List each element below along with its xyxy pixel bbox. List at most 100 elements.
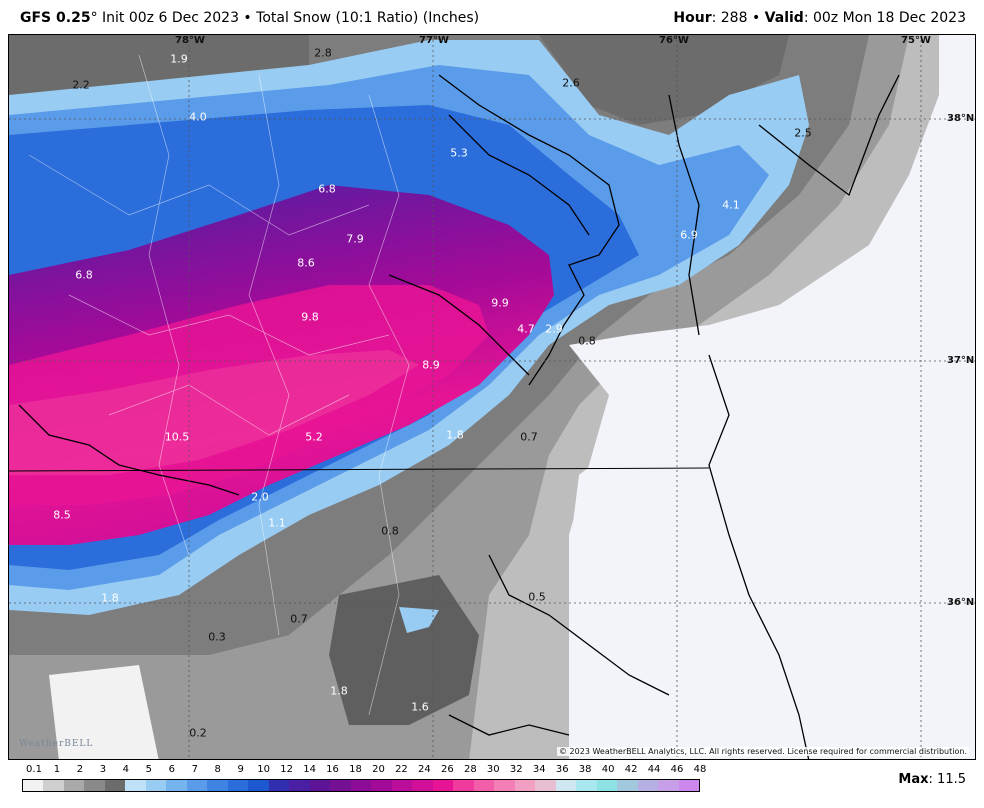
valid-label: Valid bbox=[764, 10, 804, 26]
legend-tick: 6 bbox=[168, 764, 175, 775]
color-legend: 0.1 1 2 3 4 5 6 7 8 9 10 12 14 16 18 20 22 24 26 28 30 32 34 36… bbox=[22, 764, 706, 794]
snow-total-label: 2.9 bbox=[545, 322, 563, 336]
snow-total-label: 8.9 bbox=[422, 358, 440, 372]
legend-tick: 7 bbox=[191, 764, 198, 775]
snowfall-field bbox=[9, 35, 975, 759]
max-label: Max bbox=[898, 772, 929, 787]
legend-tick: 4 bbox=[122, 764, 130, 775]
legend-color-swatch bbox=[371, 780, 392, 791]
legend-tick: 10 bbox=[257, 764, 271, 775]
snow-total-label: 4.1 bbox=[722, 198, 740, 212]
legend-color-swatch bbox=[330, 780, 351, 791]
snow-total-label: 1.1 bbox=[268, 516, 286, 530]
legend-color-swatch bbox=[637, 780, 659, 791]
snow-total-label: 4.0 bbox=[189, 110, 207, 124]
legend-tick: 42 bbox=[624, 764, 638, 775]
lat-label-36n: 36°N bbox=[947, 597, 975, 608]
weatherbell-logo: WeatherBELL bbox=[19, 739, 94, 749]
legend-color-swatch bbox=[432, 780, 454, 791]
init-time: Init 00z 6 Dec 2023 bbox=[97, 10, 239, 26]
snow-total-label: 1.9 bbox=[170, 52, 188, 66]
snow-total-label: 0.7 bbox=[520, 430, 538, 444]
copyright-notice: © 2023 WeatherBELL Analytics, LLC. All r… bbox=[557, 747, 969, 756]
snow-total-label: 2.0 bbox=[251, 490, 269, 504]
snow-total-label: 2.2 bbox=[72, 78, 90, 92]
legend-color-swatch bbox=[576, 780, 597, 791]
snow-total-label: 6.9 bbox=[680, 228, 698, 242]
legend-tick: 20 bbox=[372, 764, 385, 775]
snow-total-label: 1.8 bbox=[101, 591, 119, 605]
lon-label-77w: 77°W bbox=[419, 35, 449, 46]
legend-tick: 5 bbox=[145, 764, 152, 775]
snow-total-label: 5.2 bbox=[305, 430, 323, 444]
snow-total-label: 0.8 bbox=[578, 334, 596, 348]
legend-color-swatch bbox=[125, 780, 146, 791]
legend-color-swatch bbox=[514, 780, 536, 791]
snow-total-label: 5.3 bbox=[450, 146, 468, 160]
product-name: Total Snow (10:1 Ratio) (Inches) bbox=[256, 10, 480, 26]
legend-color-swatch bbox=[678, 780, 699, 791]
lon-label-75w: 75°W bbox=[901, 35, 931, 46]
legend-color-swatch bbox=[207, 780, 228, 791]
legend-tick: 36 bbox=[555, 764, 569, 775]
legend-tick: 0.1 bbox=[26, 764, 42, 775]
snow-total-label: 0.7 bbox=[290, 612, 308, 626]
legend-color-swatch bbox=[596, 780, 618, 791]
snow-total-label: 2.6 bbox=[562, 76, 580, 90]
model-name: GFS 0.25 bbox=[20, 10, 91, 26]
legend-tick: 48 bbox=[693, 764, 707, 775]
degree-symbol: ° bbox=[90, 10, 98, 26]
legend-color-swatch bbox=[350, 780, 372, 791]
legend-tick: 3 bbox=[99, 764, 107, 775]
legend-tick: 22 bbox=[395, 764, 408, 775]
snow-total-label: 8.6 bbox=[297, 256, 315, 270]
legend-tick: 44 bbox=[647, 764, 661, 775]
snow-total-label: 10.5 bbox=[164, 430, 190, 444]
legend-color-swatch bbox=[309, 780, 331, 791]
lon-label-76w: 76°W bbox=[659, 35, 689, 46]
legend-tick: 18 bbox=[349, 764, 362, 775]
snow-total-label: 2.8 bbox=[314, 46, 332, 60]
legend-color-swatch bbox=[84, 780, 105, 791]
legend-tick: 28 bbox=[463, 764, 477, 775]
snow-total-label: 0.3 bbox=[208, 630, 226, 644]
legend-tick: 34 bbox=[532, 764, 546, 775]
legend-color-swatch bbox=[186, 780, 208, 791]
legend-color-swatch bbox=[145, 780, 167, 791]
legend-color-swatch bbox=[494, 780, 515, 791]
snow-total-label: 2.5 bbox=[794, 126, 812, 140]
snow-total-label: 0.2 bbox=[189, 726, 207, 740]
legend-color-swatch bbox=[289, 780, 310, 791]
legend-tick: 46 bbox=[670, 764, 684, 775]
snow-total-label: 6.8 bbox=[318, 182, 336, 196]
legend-tick: 32 bbox=[509, 764, 523, 775]
legend-tick: 38 bbox=[578, 764, 592, 775]
legend-color-swatch bbox=[43, 780, 64, 791]
legend-color-swatch bbox=[555, 780, 577, 791]
legend-color-swatch bbox=[412, 780, 433, 791]
valid-separator: • bbox=[747, 10, 765, 26]
legend-color-bar bbox=[22, 779, 700, 792]
max-number: : 11.5 bbox=[928, 772, 966, 787]
valid-value: : 00z Mon 18 Dec 2023 bbox=[803, 10, 966, 26]
snow-total-label: 8.5 bbox=[53, 508, 71, 522]
legend-color-swatch bbox=[391, 780, 413, 791]
snow-total-label: 0.8 bbox=[381, 524, 399, 538]
snow-total-label: 9.8 bbox=[301, 310, 319, 324]
snow-total-label: 7.9 bbox=[346, 232, 364, 246]
snow-total-label: 0.5 bbox=[528, 590, 546, 604]
legend-color-swatch bbox=[63, 780, 85, 791]
snowfall-map[interactable]: 78°W 77°W 76°W 75°W 38°N 37°N 36°N 1.9 2.… bbox=[8, 34, 976, 760]
legend-tick: 2 bbox=[76, 764, 84, 775]
legend-color-swatch bbox=[23, 780, 44, 791]
legend-tick: 26 bbox=[441, 764, 454, 775]
snow-total-label: 6.8 bbox=[75, 268, 93, 282]
lon-label-78w: 78°W bbox=[175, 35, 205, 46]
snow-total-label: 4.7 bbox=[517, 322, 535, 336]
max-value: Max: 11.5 bbox=[898, 772, 966, 787]
legend-color-swatch bbox=[268, 780, 290, 791]
legend-color-swatch bbox=[535, 780, 556, 791]
legend-color-swatch bbox=[166, 780, 187, 791]
legend-color-swatch bbox=[104, 780, 126, 791]
legend-color-swatch bbox=[658, 780, 679, 791]
